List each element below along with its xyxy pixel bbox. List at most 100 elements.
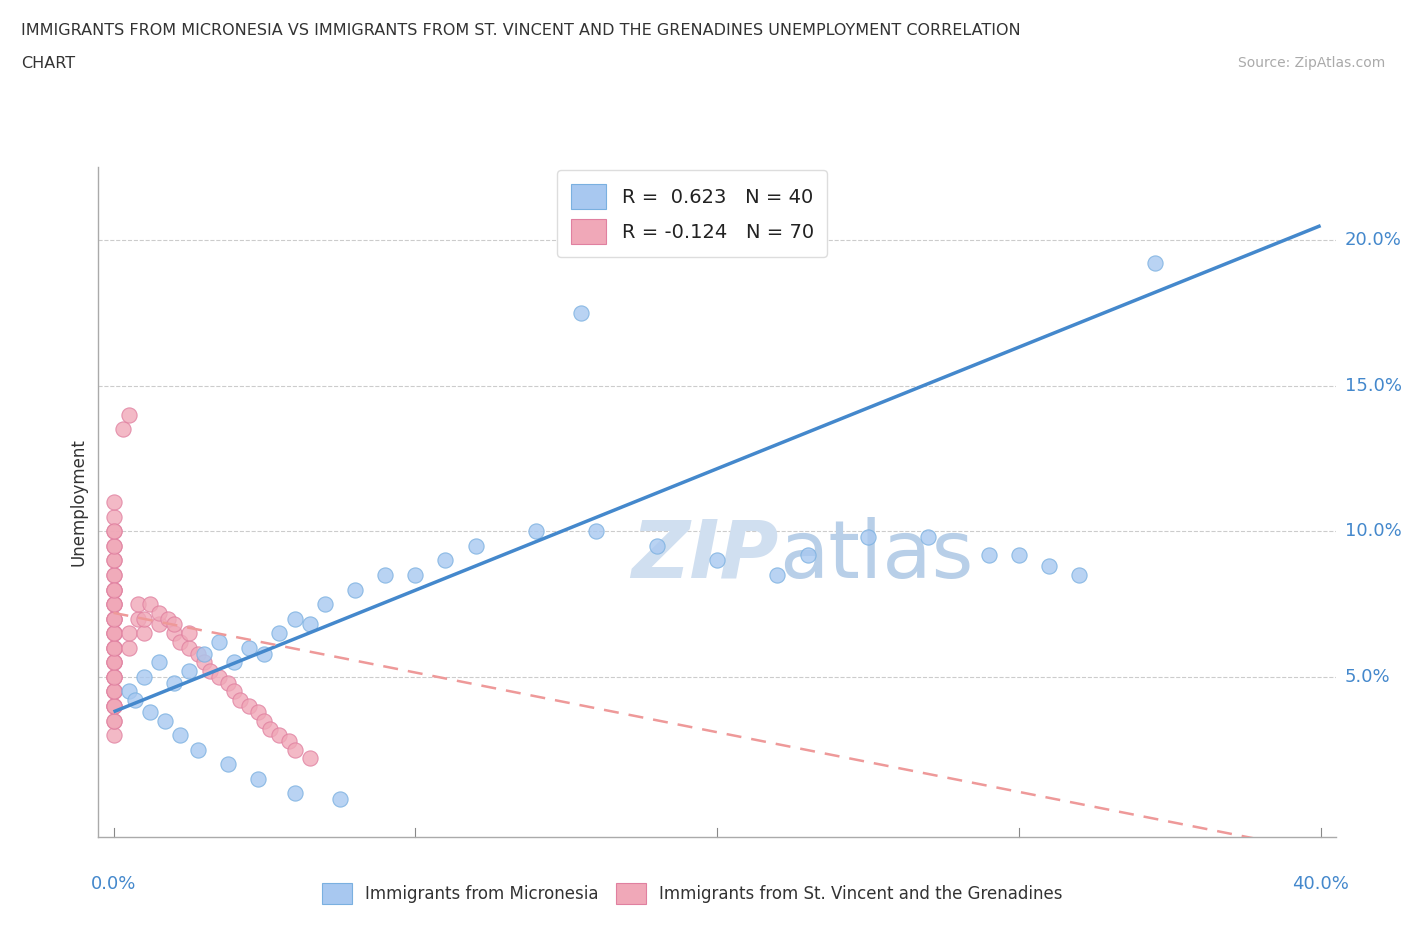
Point [187, 742, 209, 757]
Text: 5.0%: 5.0% [1344, 668, 1391, 686]
Point [103, 567, 125, 582]
Point [374, 567, 396, 582]
Point [977, 547, 1000, 562]
Point [103, 524, 125, 538]
Point [127, 597, 149, 612]
Point [314, 597, 336, 612]
Point [404, 567, 426, 582]
Point [103, 597, 125, 612]
Point [103, 698, 125, 713]
Point [103, 713, 125, 728]
Point [103, 698, 125, 713]
Point [103, 684, 125, 698]
Text: 40.0%: 40.0% [1292, 875, 1348, 893]
Point [117, 684, 139, 698]
Point [163, 626, 186, 641]
Text: CHART: CHART [21, 56, 75, 71]
Point [224, 684, 246, 698]
Point [569, 306, 592, 321]
Point [177, 626, 200, 641]
Point [103, 553, 125, 568]
Legend: Immigrants from Micronesia, Immigrants from St. Vincent and the Grenadines: Immigrants from Micronesia, Immigrants f… [311, 871, 1074, 916]
Point [103, 582, 125, 597]
Point [103, 582, 125, 597]
Point [103, 655, 125, 670]
Point [247, 771, 270, 786]
Point [103, 655, 125, 670]
Point [284, 742, 307, 757]
Point [238, 698, 260, 713]
Point [117, 407, 139, 422]
Point [645, 538, 668, 553]
Point [1008, 547, 1031, 562]
Point [117, 641, 139, 656]
Point [269, 727, 291, 742]
Point [796, 547, 818, 562]
Text: IMMIGRANTS FROM MICRONESIA VS IMMIGRANTS FROM ST. VINCENT AND THE GRENADINES UNE: IMMIGRANTS FROM MICRONESIA VS IMMIGRANTS… [21, 23, 1021, 38]
Point [198, 664, 221, 679]
Point [103, 698, 125, 713]
Point [103, 670, 125, 684]
Point [1143, 256, 1166, 271]
Point [253, 646, 276, 661]
Point [524, 524, 547, 538]
Point [169, 727, 191, 742]
Point [766, 567, 789, 582]
Point [148, 617, 170, 631]
Point [132, 611, 155, 626]
Point [103, 626, 125, 641]
Point [103, 597, 125, 612]
Point [434, 553, 457, 568]
Point [103, 538, 125, 553]
Point [917, 530, 939, 545]
Point [103, 567, 125, 582]
Point [138, 597, 160, 612]
Point [229, 693, 252, 708]
Point [193, 646, 215, 661]
Point [103, 611, 125, 626]
Point [1038, 559, 1060, 574]
Point [103, 641, 125, 656]
Point [148, 655, 170, 670]
Point [585, 524, 607, 538]
Point [103, 655, 125, 670]
Point [277, 734, 299, 749]
Point [238, 641, 260, 656]
Point [103, 684, 125, 698]
Point [156, 611, 179, 626]
Point [259, 722, 281, 737]
Point [103, 641, 125, 656]
Point [464, 538, 486, 553]
Point [163, 617, 186, 631]
Text: atlas: atlas [779, 517, 973, 595]
Text: 20.0%: 20.0% [1344, 232, 1402, 249]
Point [148, 605, 170, 620]
Point [177, 641, 200, 656]
Point [111, 422, 134, 437]
Y-axis label: Unemployment: Unemployment [69, 438, 87, 566]
Point [224, 655, 246, 670]
Point [706, 553, 728, 568]
Point [103, 582, 125, 597]
Point [343, 582, 366, 597]
Point [103, 538, 125, 553]
Text: ZIP: ZIP [631, 517, 779, 595]
Point [103, 510, 125, 525]
Point [103, 524, 125, 538]
Point [103, 611, 125, 626]
Text: Source: ZipAtlas.com: Source: ZipAtlas.com [1237, 56, 1385, 70]
Point [856, 530, 879, 545]
Point [132, 626, 155, 641]
Point [103, 597, 125, 612]
Point [103, 670, 125, 684]
Point [103, 626, 125, 641]
Point [217, 757, 239, 772]
Point [208, 670, 231, 684]
Point [187, 646, 209, 661]
Point [103, 684, 125, 698]
Point [153, 713, 176, 728]
Point [103, 670, 125, 684]
Point [169, 634, 191, 649]
Point [127, 611, 149, 626]
Point [1069, 567, 1091, 582]
